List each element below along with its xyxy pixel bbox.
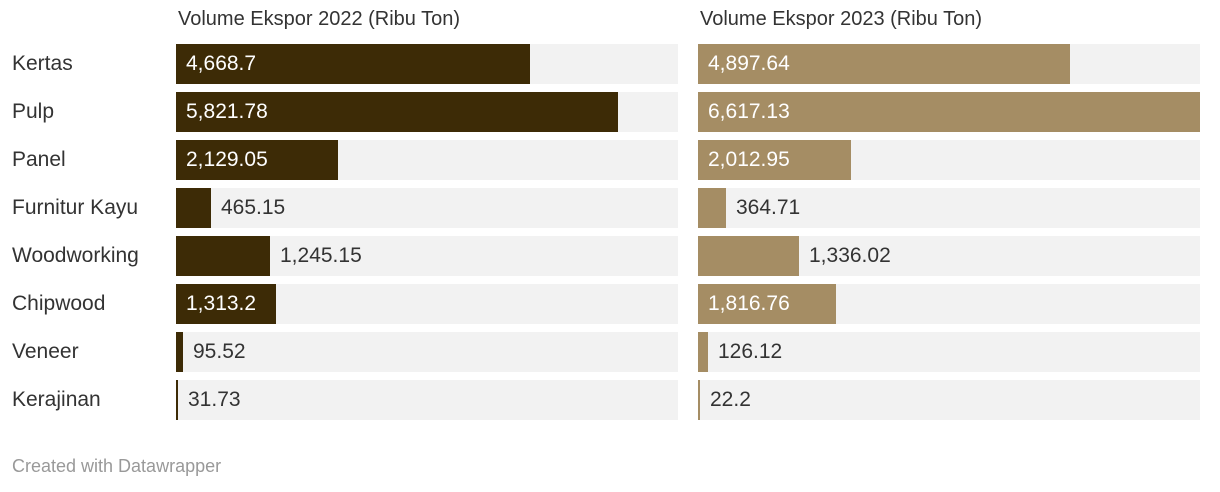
data-label: 4,897.64 [708,52,790,75]
category-label: Veneer [12,340,79,363]
bar-track [176,332,678,372]
data-label: 95.52 [193,340,246,363]
data-label: 2,129.05 [186,148,268,171]
panel-title: Volume Ekspor 2022 (Ribu Ton) [178,8,461,30]
bar [698,44,1070,84]
bar [698,380,700,420]
bar-track [698,380,1200,420]
bar-track [698,332,1200,372]
category-label: Panel [12,148,66,171]
data-label: 1,336.02 [809,244,891,267]
bar [176,92,618,132]
footer-credit: Created with Datawrapper [12,456,222,476]
data-label: 2,012.95 [708,148,790,171]
bar [698,92,1200,132]
bar-track [176,188,678,228]
category-label: Pulp [12,100,55,123]
bar [698,284,836,324]
bar [176,284,276,324]
bar [698,188,726,228]
data-label: 4,668.7 [186,52,257,75]
data-label: 31.73 [188,388,241,411]
bar-track [698,188,1200,228]
bar [698,140,851,180]
category-label: Chipwood [12,292,106,315]
data-label: 465.15 [221,196,286,219]
category-label: Furnitur Kayu [12,196,139,219]
bar [176,140,338,180]
data-label: 1,313.2 [186,292,257,315]
bar [176,44,530,84]
data-label: 1,245.15 [280,244,362,267]
bar [176,332,183,372]
bar [176,236,270,276]
data-label: 364.71 [736,196,801,219]
bar-track [176,380,678,420]
data-label: 126.12 [718,340,783,363]
bar [176,380,178,420]
data-label: 5,821.78 [186,100,268,123]
category-label: Woodworking [12,244,139,267]
data-label: 22.2 [710,388,751,411]
category-label: Kertas [12,52,73,75]
data-label: 6,617.13 [708,100,790,123]
bar [698,236,799,276]
category-label: Kerajinan [12,388,101,411]
panel-title: Volume Ekspor 2023 (Ribu Ton) [700,8,983,30]
bar [176,188,211,228]
bar [698,332,708,372]
data-label: 1,816.76 [708,292,790,315]
